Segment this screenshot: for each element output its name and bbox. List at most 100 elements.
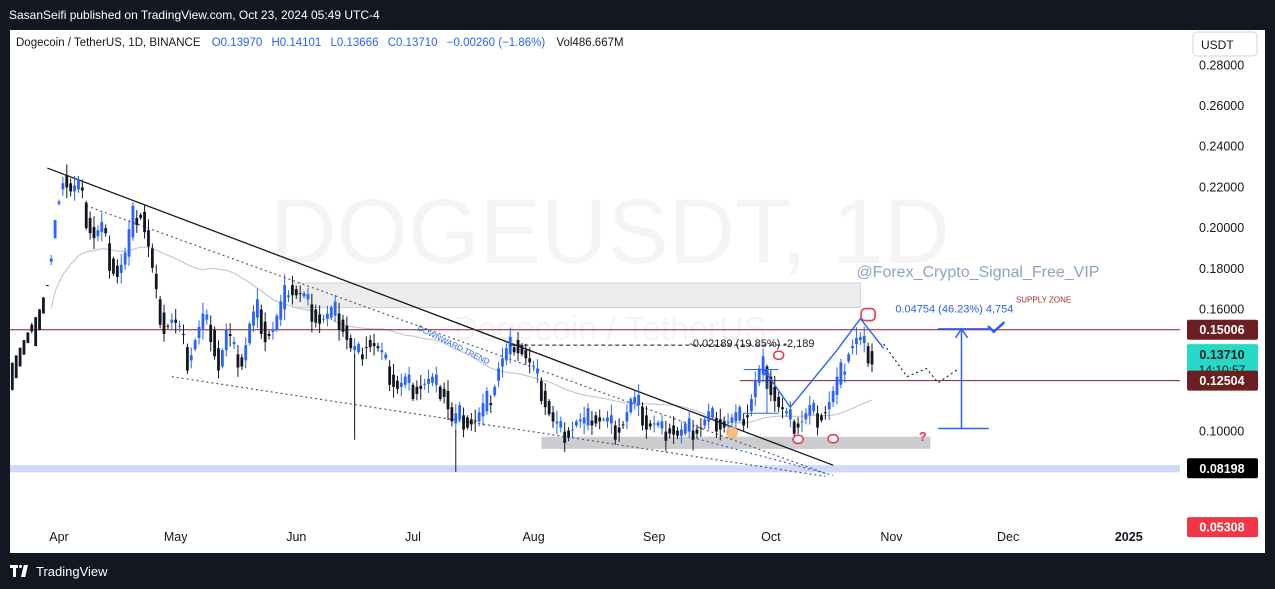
candle-body [115,265,119,277]
currency-button-label: USDT [1201,38,1234,52]
candle-body [174,319,178,323]
candle-body [42,297,45,314]
candle-body [154,273,158,290]
candle-body [617,427,621,433]
legend-high: H0.14101 [271,37,321,49]
candle-body [477,412,481,422]
candle-body [244,345,248,361]
candle-body [291,285,294,296]
candle-body [543,390,547,408]
candle-body [664,431,668,441]
candle-body [761,356,765,375]
candle-body [660,421,664,429]
chart-panel[interactable]: DOGEUSDT, 1D Dogecoin / TetherUS @Forex_… [7,30,1265,553]
candle-body [240,357,244,367]
time-tick-label: Oct [761,530,781,544]
candle-body [108,243,111,271]
candle-body [590,420,594,426]
candle-body [131,205,135,238]
candle-body [18,347,22,367]
candle-body [652,423,656,425]
candle-body [384,354,388,359]
candle-body [528,358,532,363]
candle-body [123,252,127,265]
dotted-trend-line-upper[interactable] [86,205,826,474]
candle-body [497,368,500,381]
candle-body [742,419,746,426]
candle-body [438,386,442,400]
candle-body [399,382,403,387]
candle-body [683,423,687,434]
candle-body [656,422,660,426]
marker-bottom-1 [792,434,804,445]
tradingview-mark-icon [10,565,30,577]
measure-down-label: -0.02189 (19.85%) -2,189 [689,338,814,350]
trend-lines [47,167,834,477]
candle-body [792,421,796,434]
tradingview-logo[interactable]: TradingView [10,563,108,579]
candle-body [53,219,57,239]
price-tag [1187,344,1258,379]
candle-body [644,415,648,430]
candle-body [69,183,73,192]
candle-body [349,337,353,349]
candle-body [847,354,851,362]
candle-body [757,368,761,383]
candle-body [73,185,76,192]
candle-body [862,335,866,344]
candle-body [839,362,843,385]
candle-body [112,258,115,274]
time-tick-label: Jun [286,530,306,544]
candle-body [427,378,430,384]
dotted-blue-line[interactable] [696,438,834,476]
currency-button[interactable]: USDT [1192,31,1258,57]
candle-body [559,421,563,428]
candle-body [380,350,384,353]
candle-body [209,324,213,343]
candle-body [855,337,858,345]
candle-body [446,390,450,410]
candle-body [236,354,240,368]
downward-trend-line[interactable] [47,167,834,466]
candle-body [376,346,380,349]
candle-body [150,248,154,268]
candle-body [271,329,275,332]
tradingview-brand: TradingView [36,563,108,579]
price-tick-label: 0.10000 [1199,425,1244,439]
candle-body [823,412,827,414]
candle-body [578,419,582,422]
candle-body [166,325,170,327]
candle-body [668,428,672,434]
candle-body [368,340,372,348]
candle-body [197,326,201,338]
candle-body [481,403,485,417]
time-axis[interactable]: Apr May Jun Jul Aug Sep Oct Nov Dec 2025 [49,530,1142,544]
time-tick-label: 2025 [1115,530,1143,544]
candle-body [516,340,520,354]
legend-change: −0.00260 (−1.86%) [447,37,546,49]
price-chart[interactable]: DOGEUSDT, 1D Dogecoin / TetherUS @Forex_… [7,30,1265,553]
candle-body [695,429,699,434]
price-tags: 0.150060.1371014:10:570.125040.081980.05… [1187,319,1258,538]
dotted-trend-line-lower[interactable] [171,376,826,477]
price-tag-value: 0.15006 [1199,323,1244,337]
candle-body [388,366,392,385]
candle-body [598,417,602,422]
candle-body [182,333,185,335]
candle-body [275,315,279,330]
candle-body [407,374,411,383]
measurement-tools [510,321,1005,430]
candle-body [92,227,96,239]
candle-body [676,430,679,436]
candle-body [158,299,162,325]
price-tag [1187,370,1258,391]
price-axis[interactable]: 0.28000 0.26000 0.24000 0.22000 0.20000 0.180… [1199,58,1244,438]
candle-body [781,407,784,410]
candle-body [442,388,446,398]
candle-body [454,413,458,424]
candle-body [84,202,88,229]
time-tick-label: Dec [997,530,1019,544]
candle-body [858,336,862,341]
markers [725,307,876,445]
candle-body [773,386,777,402]
